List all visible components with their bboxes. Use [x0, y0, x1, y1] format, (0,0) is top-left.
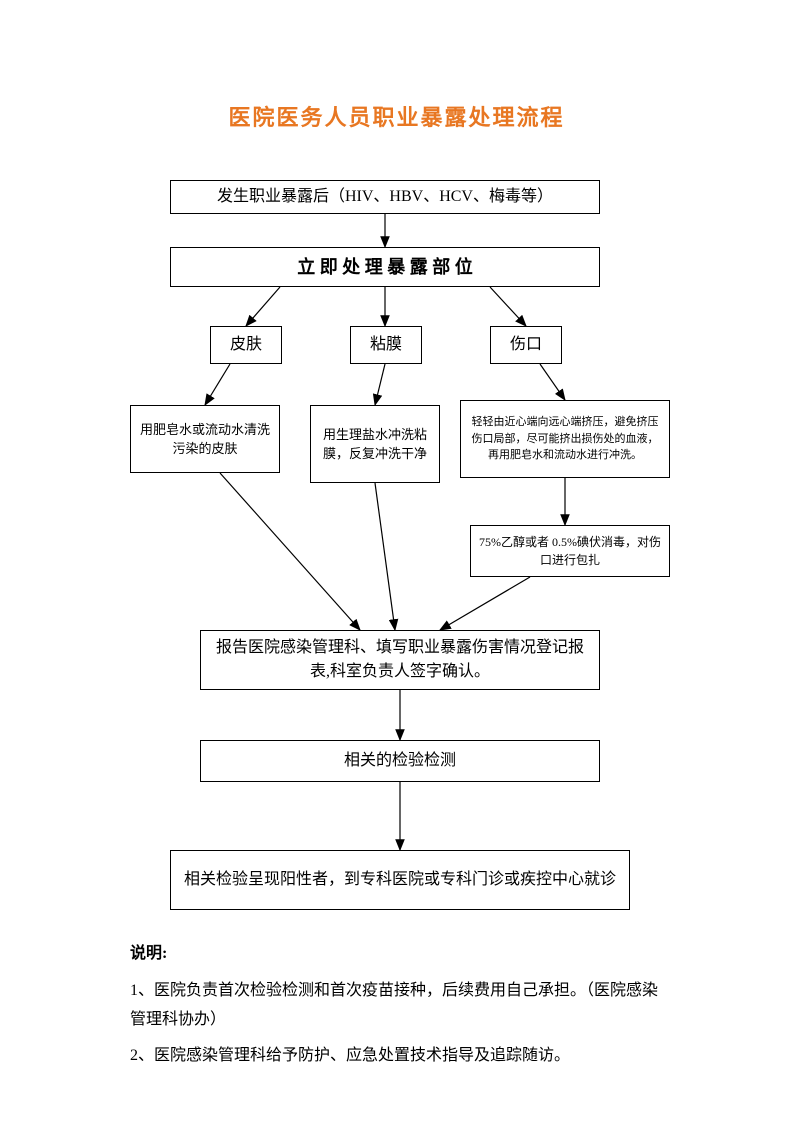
edge-n4a-n6: [220, 473, 360, 630]
node-text: 相关的检验检测: [344, 749, 456, 773]
flowchart-node-n7: 相关的检验检测: [200, 740, 600, 782]
notes-item: 2、医院感染管理科给予防护、应急处置技术指导及追踪随访。: [130, 1042, 670, 1071]
flowchart-node-n1: 发生职业暴露后（HIV、HBV、HCV、梅毒等）: [170, 180, 600, 214]
flowchart-node-n2: 立 即 处 理 暴 露 部 位: [170, 247, 600, 287]
node-text: 75%乙醇或者 0.5%碘伏消毒，对伤口进行包扎: [477, 533, 663, 569]
flowchart-node-n6: 报告医院感染管理科、填写职业暴露伤害情况登记报表,科室负责人签字确认。: [200, 630, 600, 690]
edge-n3a-n4a: [205, 364, 230, 405]
edge-n3b-n4b: [375, 364, 385, 405]
node-text: 皮肤: [230, 333, 262, 357]
page-title: 医院医务人员职业暴露处理流程: [0, 100, 793, 132]
edge-n2-n3a: [246, 287, 280, 326]
node-text: 相关检验呈现阳性者，到专科医院或专科门诊或疾控中心就诊: [184, 868, 616, 892]
flowchart-node-n3c: 伤口: [490, 326, 562, 364]
edge-n3c-n4c: [540, 364, 565, 400]
notes-item: 1、医院负责首次检验检测和首次疫苗接种，后续费用自己承担。（医院感染管理科协办）: [130, 977, 670, 1035]
flowchart-node-n4c: 轻轻由近心端向远心端挤压，避免挤压伤口局部，尽可能挤出损伤处的血液，再用肥皂水和…: [460, 400, 670, 478]
notes-title: 说明:: [130, 940, 670, 969]
node-text: 轻轻由近心端向远心端挤压，避免挤压伤口局部，尽可能挤出损伤处的血液，再用肥皂水和…: [467, 414, 663, 464]
flowchart-node-n4b: 用生理盐水冲洗粘膜，反复冲洗干净: [310, 405, 440, 483]
flowchart-node-n3a: 皮肤: [210, 326, 282, 364]
notes-section: 说明: 1、医院负责首次检验检测和首次疫苗接种，后续费用自己承担。（医院感染管理…: [130, 940, 670, 1071]
node-text: 报告医院感染管理科、填写职业暴露伤害情况登记报表,科室负责人签字确认。: [207, 636, 593, 684]
flowchart-node-n5: 75%乙醇或者 0.5%碘伏消毒，对伤口进行包扎: [470, 525, 670, 577]
node-text: 用生理盐水冲洗粘膜，反复冲洗干净: [317, 425, 433, 464]
flowchart-node-n8: 相关检验呈现阳性者，到专科医院或专科门诊或疾控中心就诊: [170, 850, 630, 910]
node-text: 粘膜: [370, 333, 402, 357]
flowchart-node-n4a: 用肥皂水或流动水清洗污染的皮肤: [130, 405, 280, 473]
node-text: 伤口: [510, 333, 542, 357]
node-text: 发生职业暴露后（HIV、HBV、HCV、梅毒等）: [217, 185, 553, 209]
flowchart-node-n3b: 粘膜: [350, 326, 422, 364]
title-text: 医院医务人员职业暴露处理流程: [228, 105, 564, 130]
node-text: 立 即 处 理 暴 露 部 位: [297, 254, 473, 281]
edge-n5-n6: [440, 577, 530, 630]
node-text: 用肥皂水或流动水清洗污染的皮肤: [137, 420, 273, 459]
edge-n4b-n6: [375, 483, 395, 630]
edge-n2-n3c: [490, 287, 526, 326]
